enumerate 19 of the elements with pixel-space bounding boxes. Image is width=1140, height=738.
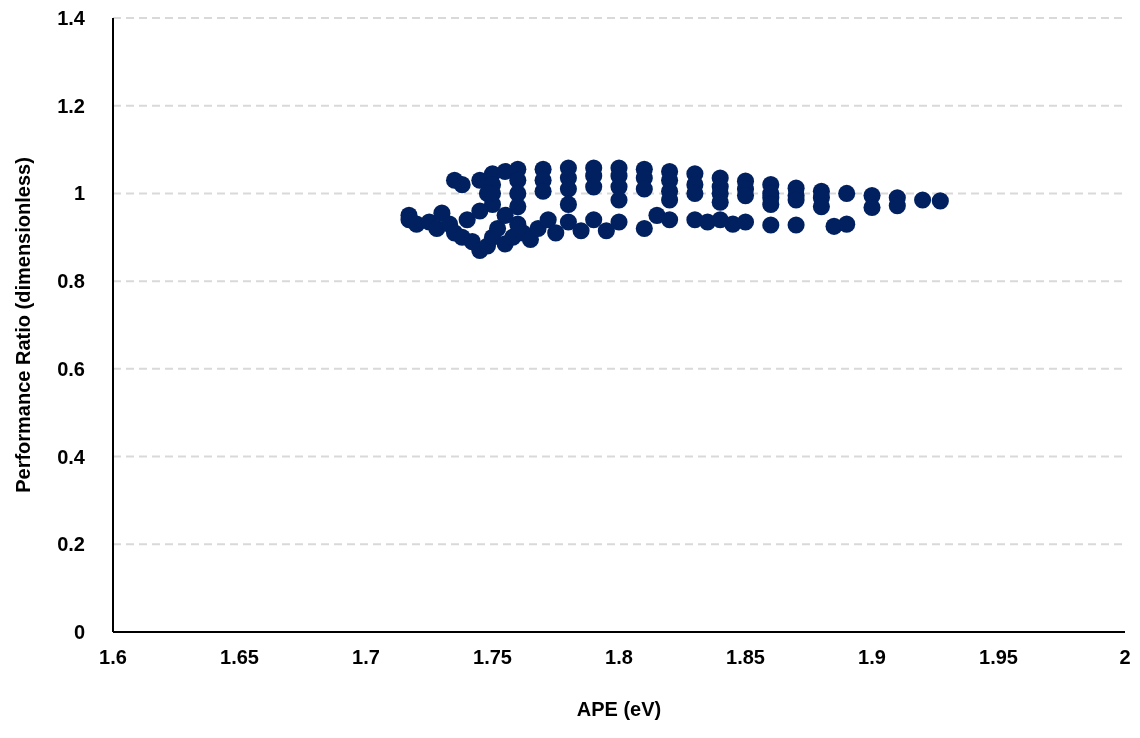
x-tick-label: 1.6 [99, 646, 127, 668]
y-tick-label: 1.2 [57, 94, 85, 117]
y-tick-label: 1 [73, 182, 85, 205]
x-tick-label: 2 [1119, 646, 1131, 668]
x-tick-label: 1.95 [979, 646, 1018, 668]
x-tick-label: 1.85 [726, 646, 765, 668]
x-tick-label: 1.9 [858, 646, 886, 668]
y-axis-title: Performance Ratio (dimensionless) [12, 157, 34, 493]
x-tick-label: 1.8 [605, 646, 633, 668]
x-tick-label: 1.65 [220, 646, 259, 668]
y-tick-label: 0.2 [57, 533, 85, 556]
y-tick-label: 1.4 [57, 7, 86, 29]
x-tick-label: 1.75 [473, 646, 512, 668]
y-tick-label: 0.6 [57, 357, 85, 380]
y-tick-label: 0 [73, 621, 85, 643]
y-tick-label: 0.4 [57, 445, 86, 468]
x-axis-title: APE (eV) [576, 698, 662, 720]
y-tick-label: 0.8 [57, 270, 85, 293]
x-tick-label: 1.7 [352, 646, 380, 668]
